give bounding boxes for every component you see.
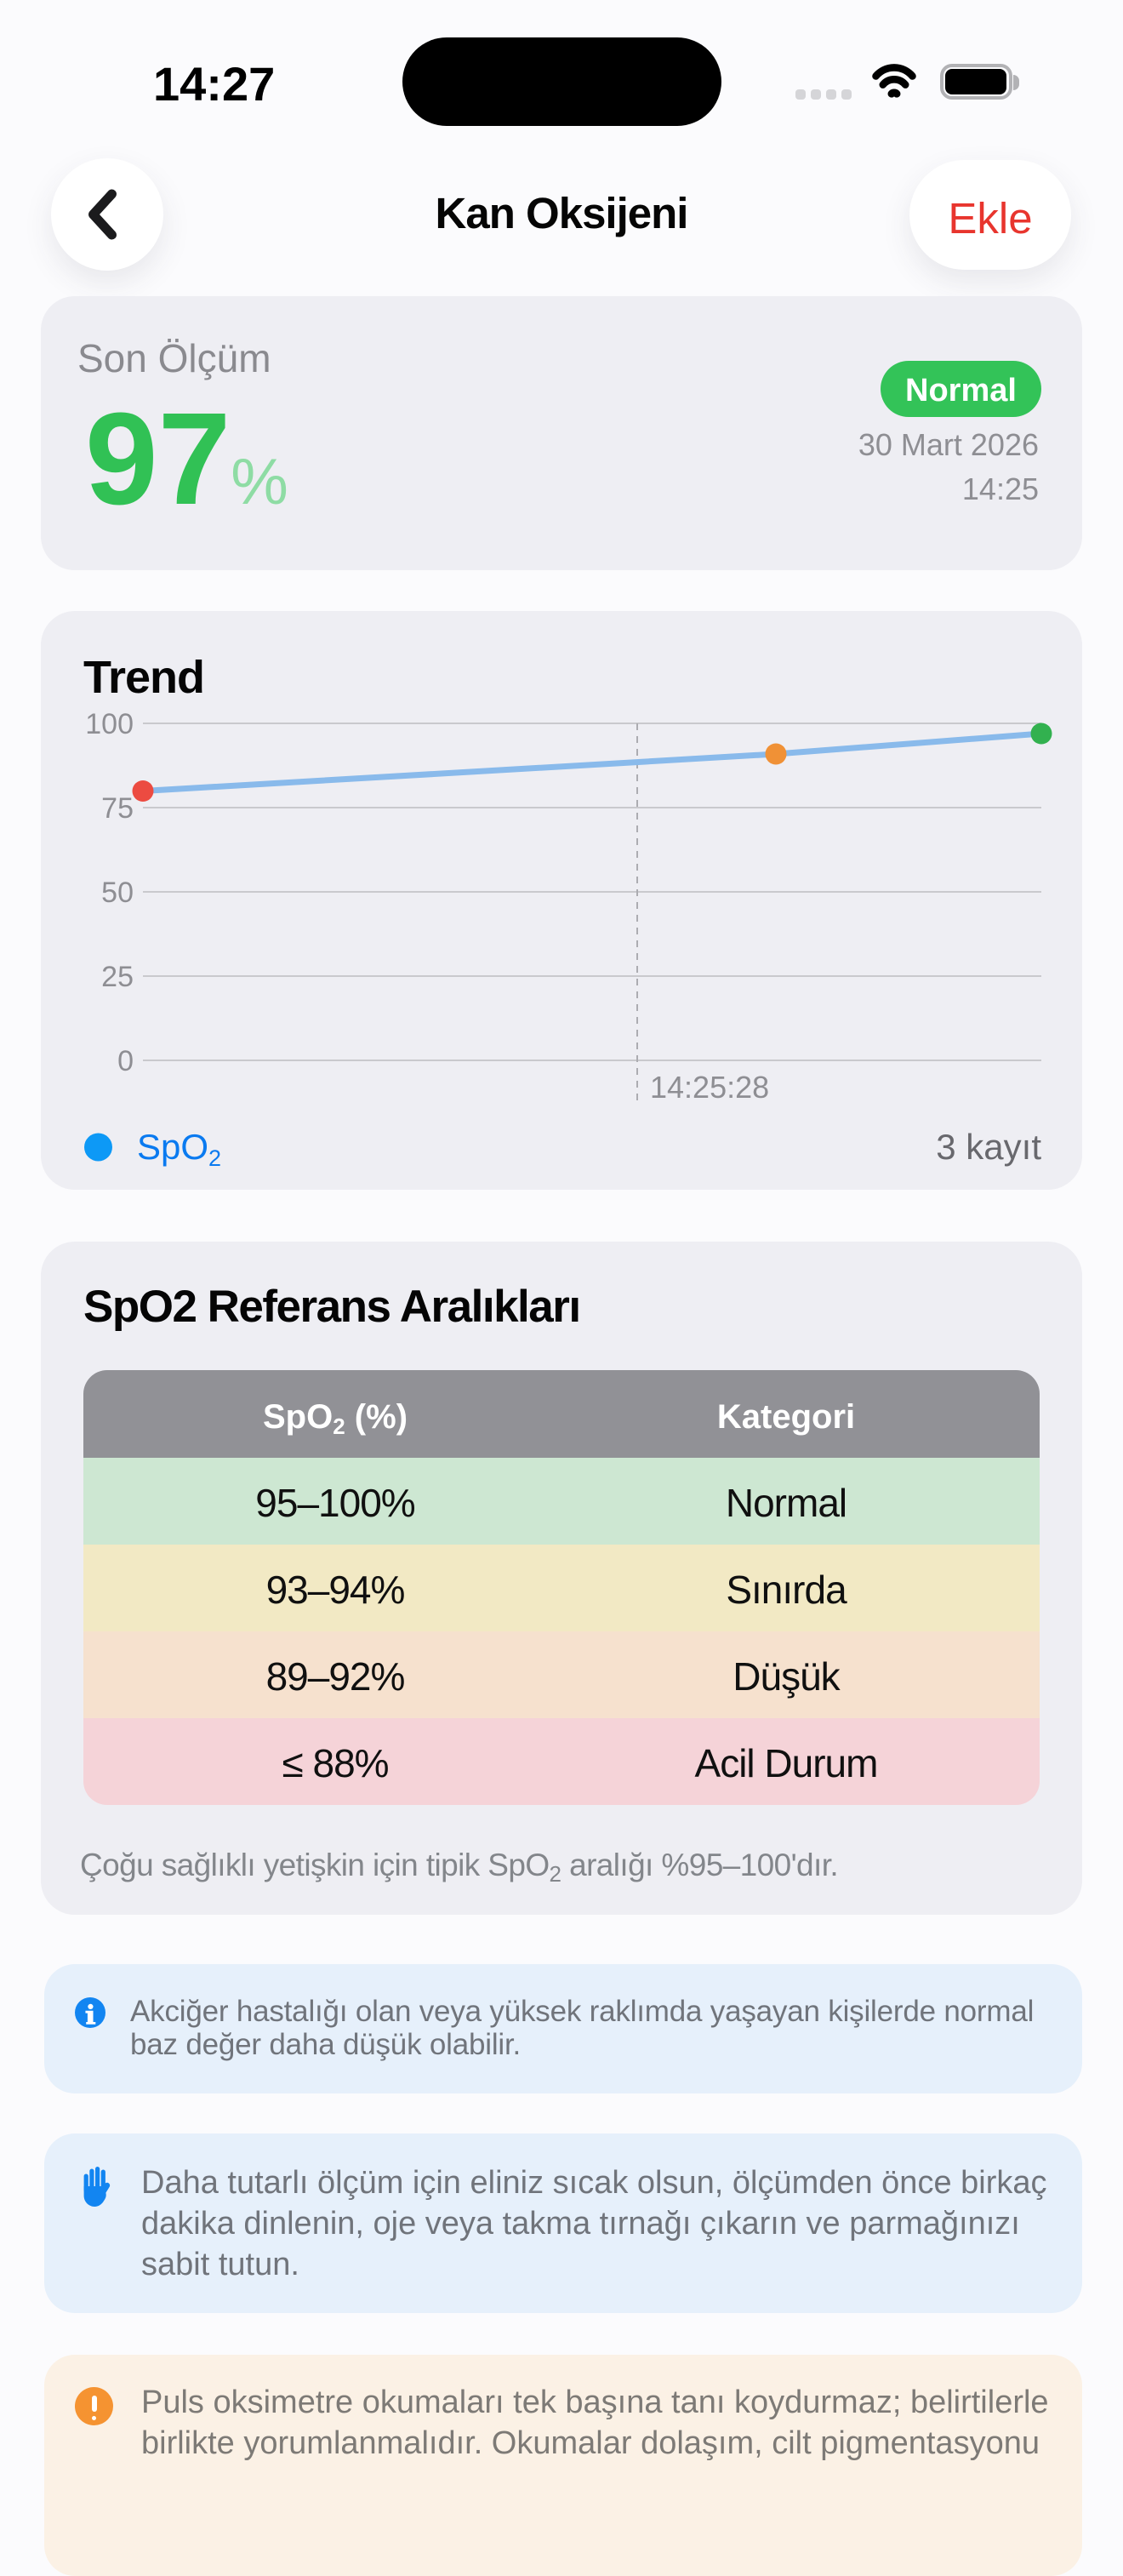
svg-text:75: 75 [101,792,134,825]
svg-text:0: 0 [117,1045,134,1077]
svg-text:14:25:28: 14:25:28 [650,1070,769,1105]
svg-text:50: 50 [101,877,134,909]
svg-text:100: 100 [85,708,134,740]
svg-text:3 kayıt: 3 kayıt [936,1127,1041,1167]
svg-text:25: 25 [101,961,134,993]
svg-text:SpO2: SpO2 [137,1127,221,1171]
